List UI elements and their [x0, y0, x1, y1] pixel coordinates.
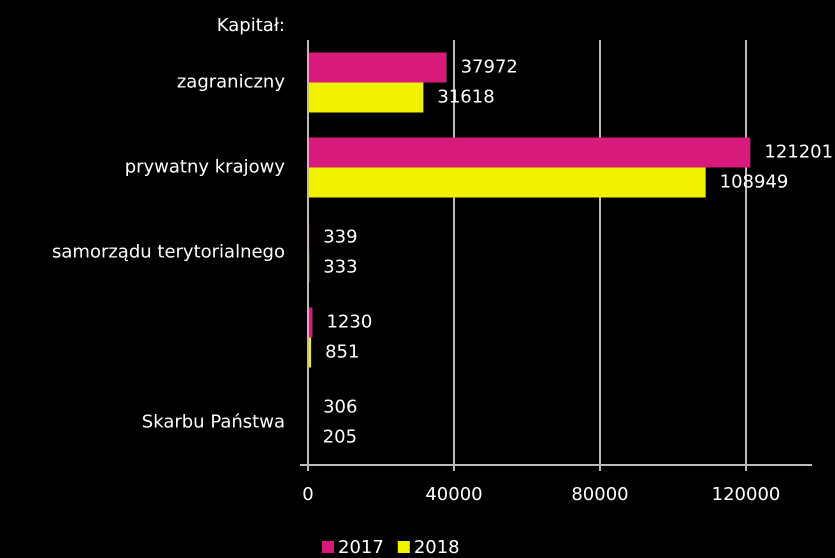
value-label: 851	[325, 342, 359, 363]
bar	[308, 82, 424, 113]
bar	[308, 307, 313, 338]
category-label: zagraniczny	[177, 72, 285, 93]
bar	[308, 167, 706, 198]
x-tick-label: 80000	[571, 484, 628, 505]
category-label: samorządu terytorialnego	[52, 242, 285, 263]
value-label: 306	[323, 397, 357, 418]
category-label: prywatny krajowy	[125, 157, 286, 178]
x-tick-label: 120000	[712, 484, 781, 505]
legend-swatch	[397, 541, 410, 553]
legend-label: 2017	[338, 537, 384, 558]
value-label: 37972	[461, 57, 518, 78]
x-tick-label: 40000	[425, 484, 482, 505]
value-label: 205	[323, 427, 357, 448]
value-label: 1230	[326, 312, 372, 333]
value-label: 108949	[720, 172, 789, 193]
value-label: 333	[323, 257, 357, 278]
legend-swatch	[322, 541, 334, 553]
category-label: Skarbu Państwa	[142, 412, 285, 433]
value-label: 31618	[437, 87, 494, 108]
value-label: 339	[323, 227, 357, 248]
legend-label: 2018	[414, 537, 460, 558]
bar	[308, 337, 312, 368]
bar	[308, 137, 751, 168]
value-label: 121201	[764, 142, 833, 163]
bar	[308, 52, 447, 83]
annotation: Kapitał:	[217, 15, 285, 36]
x-tick-label: 0	[302, 484, 313, 505]
